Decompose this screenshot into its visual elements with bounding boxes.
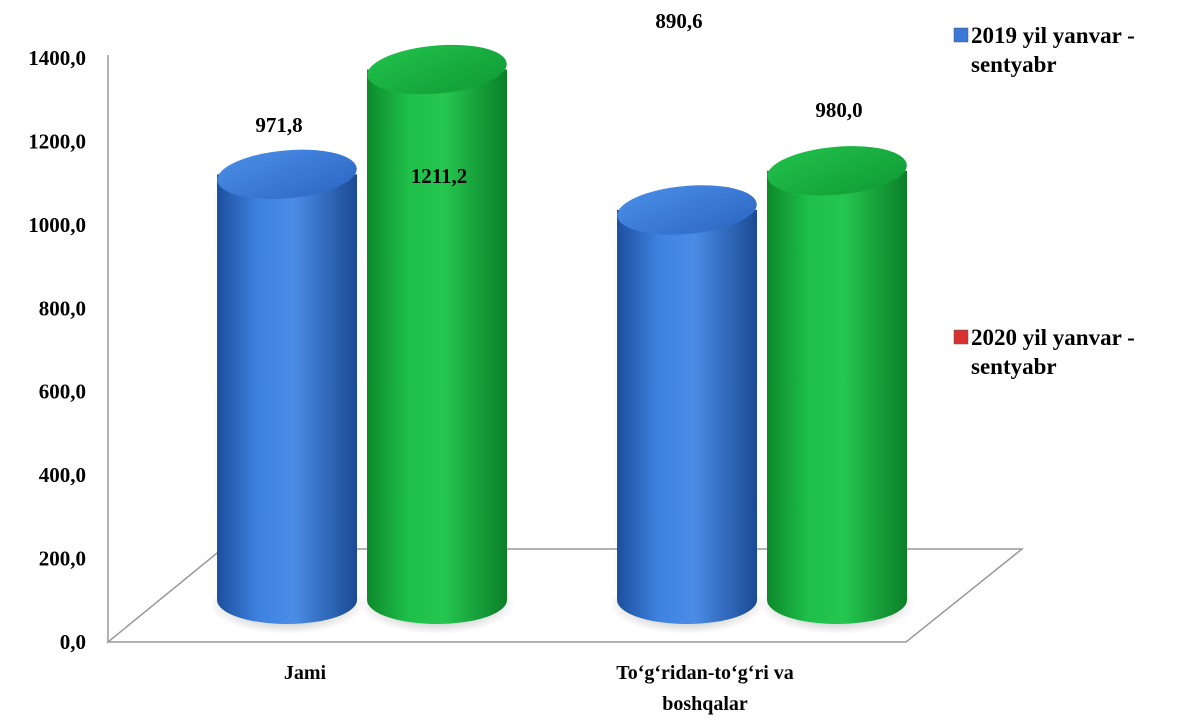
- bar: [359, 44, 515, 634]
- bar-body: [217, 174, 357, 624]
- data-label: 980,0: [815, 98, 862, 122]
- legend-swatch: [953, 329, 969, 345]
- bar: [759, 146, 915, 634]
- floor-plane: [105, 548, 1025, 643]
- axis-frame: [105, 55, 1025, 643]
- y-tick-label: 400,0: [39, 463, 86, 487]
- legend-label: 2020 yil yanvar -sentyabr: [971, 325, 1135, 379]
- bar-body: [367, 69, 507, 625]
- bar-top: [617, 185, 757, 235]
- data-label: 971,8: [255, 113, 302, 137]
- x-tick-label: Jami: [284, 662, 327, 684]
- y-tick-label: 200,0: [39, 547, 86, 571]
- bar: [609, 185, 765, 634]
- legend-swatch: [953, 27, 969, 43]
- y-tick-label: 0,0: [60, 630, 86, 654]
- bars: [209, 44, 915, 634]
- y-axis-ticks: 0,0 200,0 400,0 600,0 800,0 1000,0 1200,0 1400,…: [28, 46, 86, 654]
- y-tick-label: 800,0: [39, 296, 86, 320]
- x-tick-label: To‘g‘ridan-to‘g‘ri va boshqalar: [616, 662, 794, 715]
- data-labels: 971,8 1211,2 890,6 980,0: [255, 9, 862, 188]
- y-tick-label: 600,0: [39, 380, 86, 404]
- data-label: 890,6: [655, 9, 702, 33]
- legend-entry: 2019 yil yanvar -sentyabr: [953, 23, 1135, 77]
- bar-body: [767, 170, 907, 624]
- bar-top: [767, 146, 907, 196]
- x-axis-ticks: Jami To‘g‘ridan-to‘g‘ri va boshqalar: [284, 662, 794, 715]
- legend-label: 2019 yil yanvar -sentyabr: [971, 23, 1135, 77]
- bar: [209, 149, 365, 634]
- bar-body: [617, 209, 757, 624]
- y-tick-label: 1200,0: [28, 129, 86, 153]
- legend: 2019 yil yanvar -sentyabr 2020 yil yanvar…: [953, 23, 1135, 379]
- y-tick-label: 1400,0: [28, 46, 86, 70]
- bar-top: [367, 44, 507, 95]
- data-label: 1211,2: [411, 164, 468, 188]
- y-tick-label: 1000,0: [28, 213, 86, 237]
- legend-entry: 2020 yil yanvar -sentyabr: [953, 325, 1135, 379]
- bar-top: [217, 149, 357, 200]
